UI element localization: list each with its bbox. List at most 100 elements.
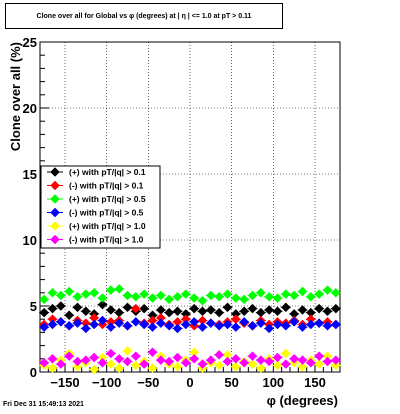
data-point	[39, 322, 50, 332]
data-point	[39, 294, 50, 305]
data-point	[214, 291, 225, 302]
data-point	[155, 290, 166, 301]
data-point	[72, 361, 83, 372]
timestamp-footer: Fri Dec 31 15:49:13 2021	[3, 401, 84, 408]
data-point	[239, 357, 250, 368]
data-point	[189, 316, 200, 327]
data-point	[214, 320, 225, 331]
legend-marker	[50, 221, 60, 231]
data-point	[172, 291, 183, 302]
data-point	[264, 291, 275, 302]
data-point	[222, 289, 233, 299]
data-point	[330, 355, 341, 365]
data-point	[147, 322, 158, 332]
data-point	[222, 302, 233, 313]
data-point	[64, 310, 75, 321]
data-point	[64, 351, 75, 362]
x-tick-label: −150	[50, 375, 79, 390]
legend-marker	[50, 194, 60, 204]
data-point	[330, 319, 341, 330]
y-axis-label: Clone over all (%)	[8, 42, 23, 151]
data-point	[114, 283, 125, 294]
data-point	[247, 303, 258, 314]
data-point	[314, 289, 325, 299]
data-point	[305, 357, 316, 368]
legend-label: (+) with pT/|q| > 0.1	[69, 167, 146, 177]
data-point	[47, 353, 58, 364]
data-point	[180, 319, 191, 330]
data-point	[47, 319, 58, 330]
data-point	[130, 351, 141, 362]
legend-label: (-) with pT/|q| > 1.0	[69, 235, 144, 245]
data-point	[72, 356, 83, 367]
x-tick-label: 150	[304, 375, 326, 390]
data-point	[155, 355, 166, 365]
data-point	[155, 318, 166, 329]
data-point	[247, 359, 258, 369]
x-axis-label: φ (degrees)	[267, 393, 338, 408]
data-point	[147, 363, 158, 373]
data-point	[330, 287, 341, 298]
data-point	[247, 320, 258, 331]
data-point	[239, 316, 250, 327]
data-point	[164, 307, 175, 318]
data-point	[39, 357, 50, 368]
data-point	[264, 356, 275, 367]
data-point	[97, 299, 108, 310]
data-point	[264, 305, 275, 315]
x-tick-labels: −150 −100 −50 0 50 100 150	[50, 375, 326, 390]
data-point	[322, 306, 333, 317]
legend-marker	[50, 207, 60, 218]
data-point	[255, 287, 266, 298]
data-point	[197, 306, 208, 317]
data-point	[255, 318, 266, 329]
data-point	[164, 356, 175, 367]
data-point	[122, 356, 133, 367]
data-point	[289, 353, 300, 364]
data-point	[230, 322, 241, 332]
data-point	[172, 306, 183, 317]
data-point	[197, 359, 208, 369]
data-point	[255, 363, 266, 373]
data-point	[105, 322, 116, 332]
data-point	[239, 306, 250, 317]
x-tick-label: 50	[224, 375, 238, 390]
data-point	[330, 303, 341, 314]
data-point	[322, 356, 333, 367]
x-tick-label: −50	[137, 375, 159, 390]
data-point	[164, 294, 175, 305]
y-tick-label: 5	[30, 299, 37, 314]
data-point	[114, 363, 125, 373]
y-tick-label: 0	[30, 365, 37, 380]
data-point	[239, 294, 250, 305]
data-point	[47, 287, 58, 298]
data-point	[272, 293, 283, 303]
data-point	[255, 355, 266, 365]
data-point	[164, 320, 175, 331]
data-point	[97, 315, 108, 326]
data-point	[280, 320, 291, 331]
data-point	[205, 290, 216, 301]
data-point	[172, 361, 183, 372]
data-point	[180, 289, 191, 299]
data-point	[205, 318, 216, 329]
legend-marker	[50, 180, 60, 191]
data-point	[280, 348, 291, 359]
data-point	[97, 357, 108, 368]
y-tick-label: 20	[23, 101, 37, 116]
data-point	[139, 319, 150, 330]
legend-label: (-) with pT/|q| > 0.1	[69, 181, 144, 191]
legend-marker	[50, 234, 60, 245]
data-point	[205, 355, 216, 365]
data-point	[72, 291, 83, 302]
data-point	[72, 302, 83, 313]
data-point	[130, 360, 141, 371]
data-point	[47, 303, 58, 314]
data-point	[130, 291, 141, 302]
data-point	[172, 352, 183, 363]
data-point	[147, 347, 158, 358]
data-point	[280, 359, 291, 369]
data-point	[214, 360, 225, 371]
y-tick-label: 25	[23, 35, 37, 50]
legend-box	[40, 165, 161, 249]
